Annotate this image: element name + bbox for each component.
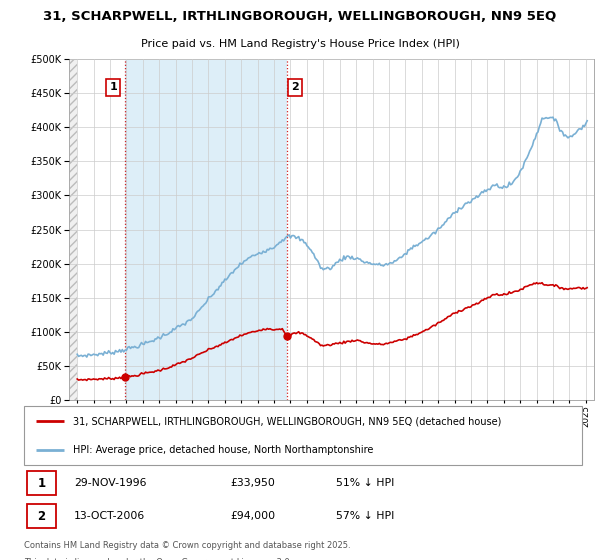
Text: 29-NOV-1996: 29-NOV-1996 [74, 478, 147, 488]
FancyBboxPatch shape [24, 406, 582, 465]
Bar [125, 59, 287, 400]
Text: 1: 1 [110, 82, 118, 92]
FancyBboxPatch shape [27, 472, 56, 495]
Text: Contains HM Land Registry data © Crown copyright and database right 2025.: Contains HM Land Registry data © Crown c… [24, 541, 350, 550]
Text: 13-OCT-2006: 13-OCT-2006 [74, 511, 145, 521]
Text: 31, SCHARPWELL, IRTHLINGBOROUGH, WELLINGBOROUGH, NN9 5EQ (detached house): 31, SCHARPWELL, IRTHLINGBOROUGH, WELLING… [73, 416, 502, 426]
Text: 31, SCHARPWELL, IRTHLINGBOROUGH, WELLINGBOROUGH, NN9 5EQ: 31, SCHARPWELL, IRTHLINGBOROUGH, WELLING… [43, 11, 557, 24]
Text: £94,000: £94,000 [230, 511, 275, 521]
Text: HPI: Average price, detached house, North Northamptonshire: HPI: Average price, detached house, Nort… [73, 445, 373, 455]
Text: Price paid vs. HM Land Registry's House Price Index (HPI): Price paid vs. HM Land Registry's House … [140, 39, 460, 49]
Text: This data is licensed under the Open Government Licence v3.0.: This data is licensed under the Open Gov… [24, 558, 292, 560]
Text: 57% ↓ HPI: 57% ↓ HPI [337, 511, 395, 521]
Text: £33,950: £33,950 [230, 478, 275, 488]
Text: 2: 2 [292, 82, 299, 92]
FancyBboxPatch shape [27, 505, 56, 528]
Text: 1: 1 [37, 477, 46, 490]
Text: 2: 2 [37, 510, 46, 523]
Bar [69, 59, 77, 400]
Text: 51% ↓ HPI: 51% ↓ HPI [337, 478, 395, 488]
